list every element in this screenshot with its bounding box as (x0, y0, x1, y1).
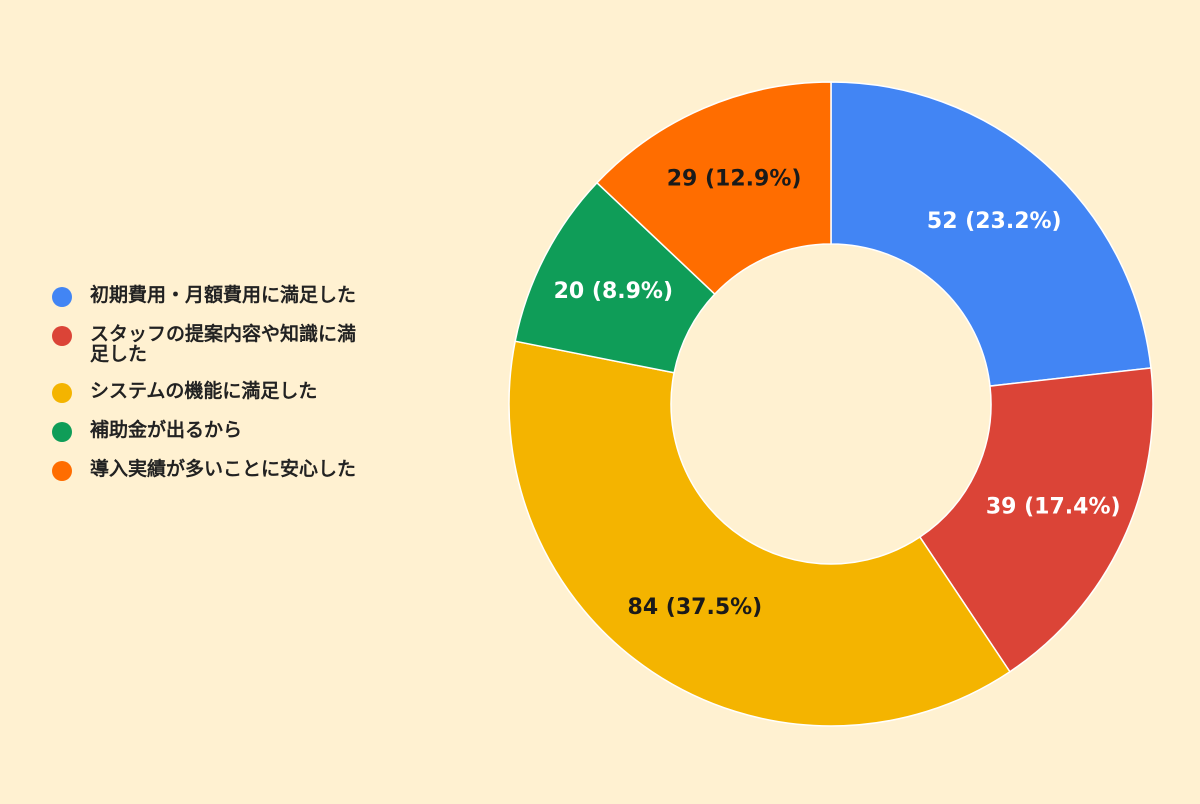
slice-data-label-2: 84 (37.5%) (628, 595, 763, 620)
legend-marker-icon (52, 461, 72, 481)
slice-data-label-0: 52 (23.2%) (927, 209, 1062, 234)
legend-label: 補助金が出るから (90, 419, 243, 441)
legend-marker-icon (52, 326, 72, 346)
slice-data-label-3: 20 (8.9%) (554, 279, 673, 304)
legend-label: 導入実績が多いことに安心した (90, 458, 357, 480)
donut-slice-0 (830, 81, 1152, 387)
donut-slice-4 (595, 81, 832, 296)
legend-item-1: スタッフの提案内容や知識に満 足した (52, 324, 452, 364)
slice-data-label-1: 39 (17.4%) (986, 495, 1121, 520)
chart-legend: 初期費用・月額費用に満足したスタッフの提案内容や知識に満 足したシステムの機能に満… (52, 285, 452, 498)
legend-item-2: システムの機能に満足した (52, 381, 452, 403)
legend-label: システムの機能に満足した (90, 380, 318, 402)
legend-marker-icon (52, 422, 72, 442)
legend-item-3: 補助金が出るから (52, 420, 452, 442)
legend-marker-icon (52, 287, 72, 307)
legend-label: 初期費用・月額費用に満足した (90, 284, 357, 306)
donut-slice-1 (918, 367, 1154, 673)
legend-marker-icon (52, 383, 72, 403)
donut-slice-2 (508, 340, 1011, 727)
slice-data-label-4: 29 (12.9%) (667, 166, 802, 191)
legend-item-4: 導入実績が多いことに安心した (52, 459, 452, 481)
legend-label: スタッフの提案内容や知識に満 足した (90, 323, 357, 365)
legend-item-0: 初期費用・月額費用に満足した (52, 285, 452, 307)
